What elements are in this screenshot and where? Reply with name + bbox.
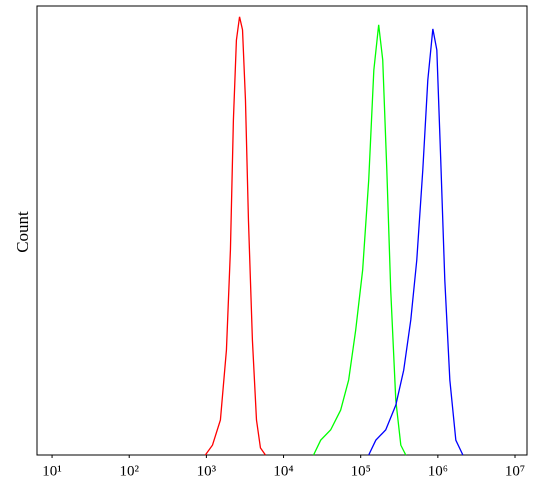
- x-tick-label: 10⁶: [428, 463, 448, 479]
- x-tick-label: 10⁵: [351, 463, 371, 479]
- x-tick-label: 10²: [119, 463, 139, 479]
- plot-frame: [36, 5, 528, 456]
- histogram-line: [368, 28, 464, 456]
- histogram-line: [204, 16, 266, 456]
- x-tick-label: 10⁷: [505, 463, 525, 479]
- x-tick-label: 10¹: [42, 463, 62, 479]
- x-tick-label: 10⁴: [273, 463, 293, 479]
- y-axis-label: Count: [13, 211, 32, 253]
- x-tick-label: 10³: [197, 463, 217, 479]
- histogram-line: [312, 24, 407, 456]
